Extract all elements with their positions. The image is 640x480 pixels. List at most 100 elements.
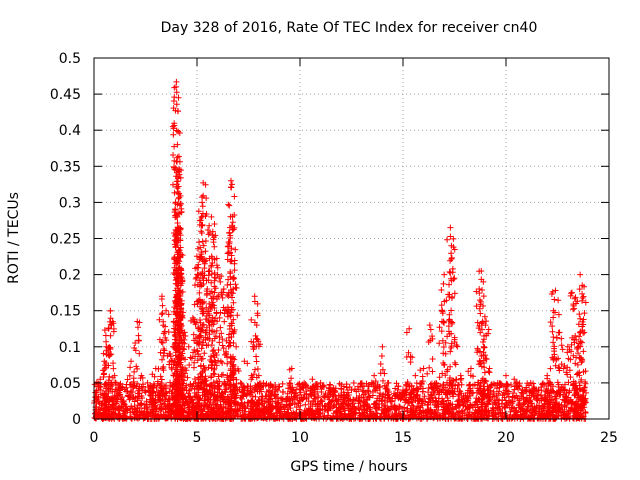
data-point [128, 358, 135, 365]
data-point [248, 397, 255, 404]
data-point [118, 396, 125, 403]
data-point [130, 375, 137, 382]
data-point [97, 387, 104, 394]
data-point [419, 388, 426, 395]
data-point [149, 406, 156, 413]
data-point [143, 398, 150, 405]
data-point [317, 405, 324, 412]
data-point [231, 275, 238, 282]
data-point [144, 379, 151, 386]
data-point [574, 361, 581, 368]
gridlines [94, 58, 609, 419]
data-point [485, 368, 492, 375]
data-point [213, 310, 220, 317]
data-point [103, 404, 110, 411]
data-point [123, 388, 130, 395]
data-point [293, 404, 300, 411]
data-point [328, 415, 335, 422]
data-point [224, 281, 231, 288]
data-point [372, 410, 379, 417]
data-point [156, 316, 163, 323]
data-point [532, 405, 539, 412]
data-point [131, 382, 138, 389]
data-point [555, 297, 562, 304]
y-tick-label: 0.05 [50, 376, 81, 392]
data-point [251, 293, 258, 300]
data-point [237, 379, 244, 386]
data-point [124, 407, 131, 414]
data-point [338, 386, 345, 393]
data-point [340, 389, 347, 396]
data-point [439, 414, 446, 421]
data-point [155, 411, 162, 418]
data-point [231, 193, 238, 200]
data-point [134, 318, 141, 325]
data-point [238, 380, 245, 387]
data-point [195, 264, 202, 271]
data-point [515, 401, 522, 408]
data-point [575, 404, 582, 411]
data-point [173, 89, 180, 96]
data-point [399, 405, 406, 412]
data-point [106, 352, 113, 359]
data-point [301, 407, 308, 414]
y-tick-label: 0.45 [50, 87, 81, 103]
data-point [165, 311, 172, 318]
data-point [320, 393, 327, 400]
data-point [369, 388, 376, 395]
data-point [155, 365, 162, 372]
data-point [440, 280, 447, 287]
data-point [578, 339, 585, 346]
data-point [534, 396, 541, 403]
data-point [199, 238, 206, 245]
data-point [461, 397, 468, 404]
data-point [568, 289, 575, 296]
data-point [101, 358, 108, 365]
data-point [135, 337, 142, 344]
data-point [166, 397, 173, 404]
data-point [555, 364, 562, 371]
data-point [138, 372, 145, 379]
data-point [214, 264, 221, 271]
data-point [254, 365, 261, 372]
data-point [362, 389, 369, 396]
data-point [348, 400, 355, 407]
data-point [417, 404, 424, 411]
data-point [491, 399, 498, 406]
data-point [545, 401, 552, 408]
data-point [126, 381, 133, 388]
y-tick-label: 0.4 [59, 123, 81, 139]
data-point [99, 398, 106, 405]
data-point [225, 293, 232, 300]
data-point [287, 380, 294, 387]
data-point [360, 383, 367, 390]
data-point [572, 390, 579, 397]
data-point [333, 396, 340, 403]
y-tick-label: 0.5 [59, 51, 81, 67]
data-point [544, 372, 551, 379]
data-point [247, 414, 254, 421]
data-point [424, 370, 431, 377]
data-point [244, 383, 251, 390]
data-point [288, 386, 295, 393]
data-point [425, 389, 432, 396]
data-point [267, 383, 274, 390]
data-point [280, 388, 287, 395]
data-point [358, 406, 365, 413]
data-point [396, 403, 403, 410]
data-point [216, 339, 223, 346]
data-point [107, 315, 114, 322]
x-tick-label: 5 [193, 430, 202, 446]
data-point [133, 363, 140, 370]
data-point [289, 386, 296, 393]
data-point [522, 388, 529, 395]
data-point [553, 334, 560, 341]
data-point [516, 380, 523, 387]
data-point [291, 389, 298, 396]
data-point [322, 394, 329, 401]
data-point [101, 327, 108, 334]
x-tick-label: 25 [600, 430, 618, 446]
data-point [434, 407, 441, 414]
data-point [376, 392, 383, 399]
data-point [178, 200, 185, 207]
